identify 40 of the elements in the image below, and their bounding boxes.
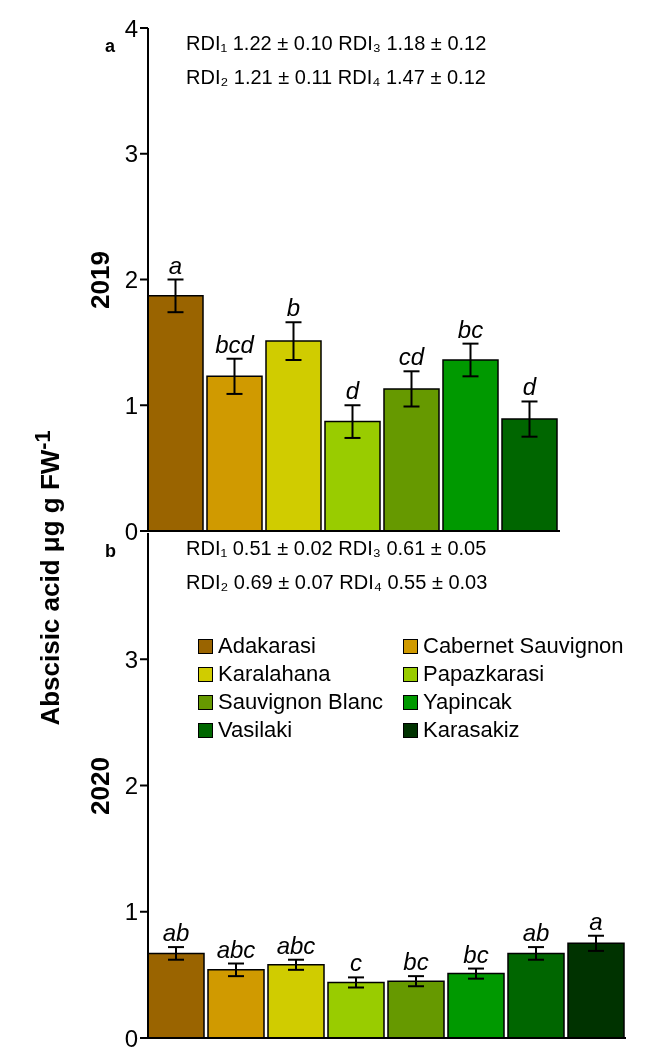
data-label: c: [350, 949, 362, 977]
chart-title: b: [105, 541, 116, 562]
legend-label: Cabernet Sauvignon: [423, 633, 624, 659]
annotation: RDI₁ 1.22 ± 0.10 RDI₃ 1.18 ± 0.12: [186, 32, 487, 55]
annotation: RDI₂ 1.21 ± 0.11 RDI₄ 1.47 ± 0.12: [186, 66, 486, 89]
chart-title: a: [105, 36, 116, 57]
y-tick-label: 1: [124, 898, 138, 926]
data-label: abc: [276, 931, 316, 959]
y-tick-label: 2: [124, 772, 138, 800]
legend-label: Karalahana: [218, 661, 331, 687]
legend-label: Vasilaki: [218, 717, 293, 743]
legend-label: Sauvignon Blanc: [218, 689, 384, 715]
y-tick-label: 4: [124, 14, 138, 42]
data-label: abc: [216, 935, 256, 963]
data-label: ab: [522, 919, 550, 947]
legend-label: Adakarasi: [218, 633, 316, 659]
data-label: cd: [398, 343, 425, 371]
data-label: a: [168, 251, 183, 279]
data-label: ab: [162, 919, 190, 947]
data-label: bc: [463, 940, 489, 968]
annotation: RDI₂ 0.69 ± 0.07 RDI₄ 0.55 ± 0.03: [186, 571, 488, 594]
y-tick-label: 1: [124, 391, 138, 419]
data-label: d: [522, 373, 537, 401]
legend-label: Papazkarasi: [423, 661, 545, 687]
y-axis-title: 2019: [84, 250, 116, 309]
y-tick-label: 2: [124, 266, 138, 294]
data-label: a: [589, 907, 603, 935]
data-label: d: [345, 377, 360, 405]
legend-label: Yapincak: [423, 689, 512, 715]
y-tick-label: 0: [124, 517, 138, 545]
y-tick-label: 3: [124, 645, 138, 673]
data-label: bc: [403, 948, 429, 976]
data-label: b: [286, 294, 301, 322]
y-tick-label: 0: [124, 1024, 138, 1052]
data-label: bc: [457, 315, 484, 343]
legend-label: Karasakiz: [423, 717, 520, 743]
y-tick-label: 3: [124, 140, 138, 168]
y-axis-title: 2020: [84, 756, 116, 815]
data-label: bcd: [215, 330, 255, 358]
annotation: RDI₁ 0.51 ± 0.02 RDI₃ 0.61 ± 0.05: [186, 537, 487, 560]
